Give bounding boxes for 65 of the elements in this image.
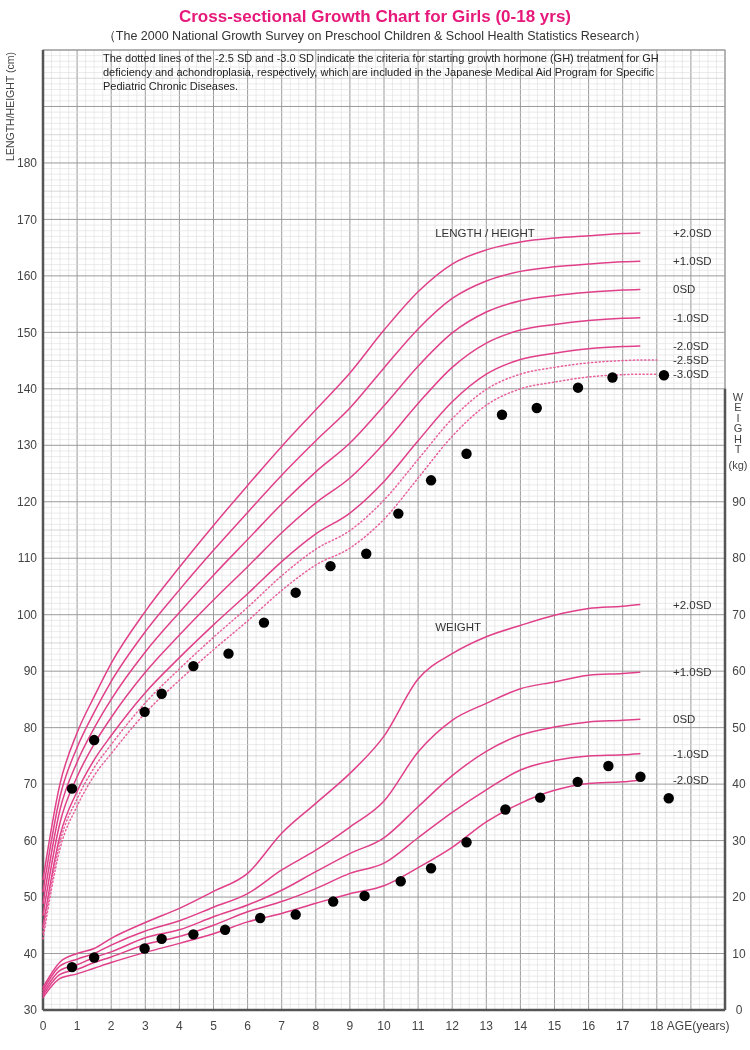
text: +1.0SD <box>673 255 712 268</box>
text: +2.0SD <box>673 226 712 239</box>
text: -1.0SD <box>673 747 709 760</box>
text: +1.0SD <box>673 666 712 679</box>
text: -1.0SD <box>673 311 709 324</box>
x-tick-label: 8 <box>312 1019 320 1033</box>
y-tick-label: 140 <box>16 382 38 397</box>
x-tick-label: 7 <box>278 1019 286 1033</box>
y-tick-label: 100 <box>16 607 38 622</box>
y2-tick-label: 90 <box>732 494 746 509</box>
x-tick-label: 1 <box>73 1019 81 1033</box>
x-tick-label: 16 <box>581 1019 596 1033</box>
series-label: -3.0SD <box>673 368 709 381</box>
x-tick-label: 13 <box>479 1019 494 1033</box>
y-tick-label: 70 <box>23 777 38 792</box>
y2-tick-label: 20 <box>732 890 746 905</box>
text: +2.0SD <box>673 598 712 611</box>
y-tick-label: 40 <box>23 946 38 961</box>
series-label: -2.5SD <box>673 354 709 367</box>
y-tick-label: 30 <box>23 1003 38 1018</box>
x-tick-label: 15 <box>547 1019 562 1033</box>
x-tick-label: 0 <box>39 1019 47 1033</box>
text: -2.0SD <box>673 774 709 787</box>
y2-tick-label: 80 <box>732 551 746 566</box>
y-axis-title: LENGTH/HEIGHT (cm) <box>4 52 16 161</box>
chart-subtitle: （The 2000 National Growth Survey on Preschool Children & School Health Statistics Research） <box>102 29 648 43</box>
x-tick-label: 6 <box>244 1019 252 1033</box>
y-tick-label: 180 <box>16 156 38 171</box>
y-tick-label: 60 <box>23 833 38 848</box>
x-tick-label: 9 <box>346 1019 354 1033</box>
annotation: LENGTH / HEIGHT <box>435 226 535 239</box>
annotation: WEIGHT <box>435 620 482 633</box>
x-tick-label: 18 <box>650 1019 664 1033</box>
x-tick-label: 5 <box>210 1019 218 1033</box>
y-tick-label: 150 <box>16 325 38 340</box>
y-tick-label: 110 <box>17 551 38 566</box>
x-tick-label: 4 <box>176 1019 184 1033</box>
y-tick-label: 90 <box>23 664 38 679</box>
x-tick-label: 3 <box>141 1019 149 1033</box>
y2-axis-title: WEIGHT (kg) <box>728 390 748 472</box>
y-tick-label: 170 <box>16 212 38 227</box>
x-tick-label: 12 <box>445 1019 460 1033</box>
y2-tick-label: 40 <box>732 777 746 792</box>
x-tick-label: 2 <box>107 1019 115 1033</box>
x-tick-label: 14 <box>513 1019 528 1033</box>
text: 0SD <box>673 283 696 296</box>
x-tick-label: 11 <box>411 1019 425 1033</box>
chart-title: Cross-sectional Growth Chart for Girls (0-18 yrs) <box>178 7 572 26</box>
y2-tick-label: 30 <box>732 833 746 848</box>
text: -2.0SD <box>673 339 709 352</box>
y2-tick-label: 10 <box>732 946 746 961</box>
y2-tick-label: 70 <box>732 607 746 622</box>
y-tick-label: 50 <box>23 890 38 905</box>
y-tick-label: 130 <box>16 438 38 453</box>
x-tick-label: 17 <box>616 1019 630 1033</box>
x-tick-label: 10 <box>377 1019 391 1033</box>
y2-tick-label: 60 <box>732 664 746 679</box>
x-axis-title: AGE(years) <box>666 1019 730 1033</box>
y-tick-label: 80 <box>23 720 38 735</box>
y-tick-label: 120 <box>16 494 38 509</box>
text: 0SD <box>673 713 696 726</box>
y2-tick-label: 50 <box>732 720 746 735</box>
y2-tick-label: 0 <box>735 1003 743 1018</box>
y-tick-label: 160 <box>16 269 38 284</box>
annotation: The dotted lines of the -2.5 SD and -3.0 SD indicate the criteria for starting growth hormone (GH) treatment for GH deficiency and achondroplasia, respectively, which are included in the Japanese Medical Aid Program for Specific Pediatric Chronic Diseases. <box>103 52 659 92</box>
